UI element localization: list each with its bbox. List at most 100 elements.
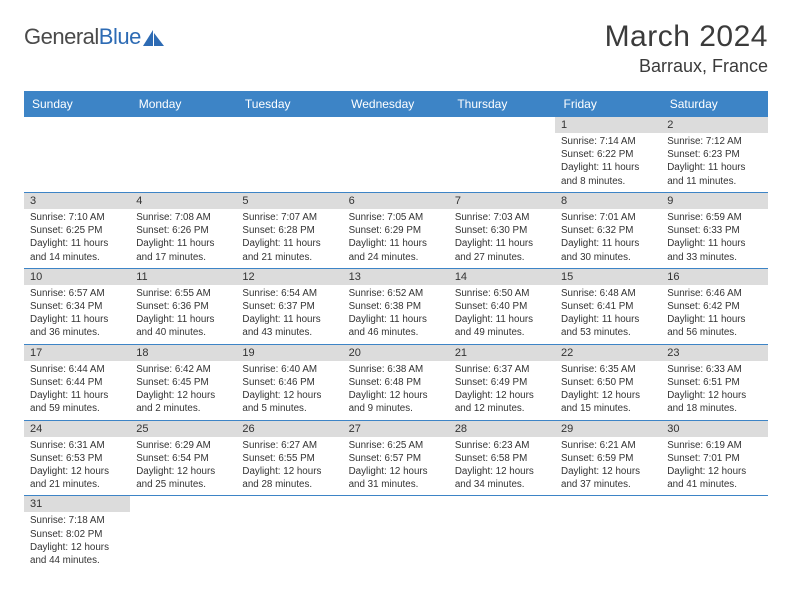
day-cell: 22Sunrise: 6:35 AMSunset: 6:50 PMDayligh…: [555, 344, 661, 420]
day-details: Sunrise: 6:31 AMSunset: 6:53 PMDaylight:…: [24, 437, 130, 496]
month-title: March 2024: [605, 20, 768, 54]
day-cell: 26Sunrise: 6:27 AMSunset: 6:55 PMDayligh…: [236, 420, 342, 496]
day-number: 19: [236, 345, 342, 361]
day-number: 8: [555, 193, 661, 209]
day-cell: 6Sunrise: 7:05 AMSunset: 6:29 PMDaylight…: [343, 192, 449, 268]
day-details: Sunrise: 7:12 AMSunset: 6:23 PMDaylight:…: [661, 133, 767, 192]
day-details: Sunrise: 6:25 AMSunset: 6:57 PMDaylight:…: [343, 437, 449, 496]
logo-sail-icon: [143, 30, 165, 46]
day-details: Sunrise: 7:08 AMSunset: 6:26 PMDaylight:…: [130, 209, 236, 268]
calendar-body: 1Sunrise: 7:14 AMSunset: 6:22 PMDaylight…: [24, 117, 768, 571]
day-number: 22: [555, 345, 661, 361]
day-details: Sunrise: 6:44 AMSunset: 6:44 PMDaylight:…: [24, 361, 130, 420]
day-cell: 2Sunrise: 7:12 AMSunset: 6:23 PMDaylight…: [661, 117, 767, 192]
day-cell: 23Sunrise: 6:33 AMSunset: 6:51 PMDayligh…: [661, 344, 767, 420]
day-number: 17: [24, 345, 130, 361]
logo-text-2: Blue: [99, 24, 141, 50]
empty-cell: [555, 496, 661, 571]
day-details: Sunrise: 6:46 AMSunset: 6:42 PMDaylight:…: [661, 285, 767, 344]
day-cell: 17Sunrise: 6:44 AMSunset: 6:44 PMDayligh…: [24, 344, 130, 420]
day-details: Sunrise: 6:48 AMSunset: 6:41 PMDaylight:…: [555, 285, 661, 344]
location: Barraux, France: [605, 56, 768, 77]
day-details: Sunrise: 6:57 AMSunset: 6:34 PMDaylight:…: [24, 285, 130, 344]
day-number: 27: [343, 421, 449, 437]
day-details: Sunrise: 7:05 AMSunset: 6:29 PMDaylight:…: [343, 209, 449, 268]
title-block: March 2024 Barraux, France: [605, 20, 768, 77]
calendar-week: 10Sunrise: 6:57 AMSunset: 6:34 PMDayligh…: [24, 268, 768, 344]
empty-cell: [449, 117, 555, 192]
logo: GeneralBlue: [24, 24, 165, 50]
day-cell: 4Sunrise: 7:08 AMSunset: 6:26 PMDaylight…: [130, 192, 236, 268]
day-details: Sunrise: 6:52 AMSunset: 6:38 PMDaylight:…: [343, 285, 449, 344]
day-number: 13: [343, 269, 449, 285]
weekday-header: Monday: [130, 91, 236, 117]
day-details: Sunrise: 7:07 AMSunset: 6:28 PMDaylight:…: [236, 209, 342, 268]
weekday-header: Tuesday: [236, 91, 342, 117]
day-details: Sunrise: 6:21 AMSunset: 6:59 PMDaylight:…: [555, 437, 661, 496]
day-cell: 11Sunrise: 6:55 AMSunset: 6:36 PMDayligh…: [130, 268, 236, 344]
day-details: Sunrise: 6:50 AMSunset: 6:40 PMDaylight:…: [449, 285, 555, 344]
empty-cell: [236, 117, 342, 192]
weekday-header: Saturday: [661, 91, 767, 117]
day-cell: 20Sunrise: 6:38 AMSunset: 6:48 PMDayligh…: [343, 344, 449, 420]
day-cell: 28Sunrise: 6:23 AMSunset: 6:58 PMDayligh…: [449, 420, 555, 496]
empty-cell: [236, 496, 342, 571]
day-number: 26: [236, 421, 342, 437]
day-details: Sunrise: 7:14 AMSunset: 6:22 PMDaylight:…: [555, 133, 661, 192]
day-number: 11: [130, 269, 236, 285]
day-cell: 9Sunrise: 6:59 AMSunset: 6:33 PMDaylight…: [661, 192, 767, 268]
day-cell: 12Sunrise: 6:54 AMSunset: 6:37 PMDayligh…: [236, 268, 342, 344]
empty-cell: [24, 117, 130, 192]
day-cell: 21Sunrise: 6:37 AMSunset: 6:49 PMDayligh…: [449, 344, 555, 420]
day-number: 3: [24, 193, 130, 209]
day-number: 31: [24, 496, 130, 512]
empty-cell: [661, 496, 767, 571]
day-details: Sunrise: 7:01 AMSunset: 6:32 PMDaylight:…: [555, 209, 661, 268]
calendar-table: SundayMondayTuesdayWednesdayThursdayFrid…: [24, 91, 768, 571]
empty-cell: [449, 496, 555, 571]
day-cell: 29Sunrise: 6:21 AMSunset: 6:59 PMDayligh…: [555, 420, 661, 496]
day-number: 20: [343, 345, 449, 361]
day-number: 30: [661, 421, 767, 437]
day-cell: 18Sunrise: 6:42 AMSunset: 6:45 PMDayligh…: [130, 344, 236, 420]
day-number: 23: [661, 345, 767, 361]
day-details: Sunrise: 6:55 AMSunset: 6:36 PMDaylight:…: [130, 285, 236, 344]
empty-cell: [343, 496, 449, 571]
day-number: 24: [24, 421, 130, 437]
day-number: 28: [449, 421, 555, 437]
day-details: Sunrise: 7:03 AMSunset: 6:30 PMDaylight:…: [449, 209, 555, 268]
day-cell: 7Sunrise: 7:03 AMSunset: 6:30 PMDaylight…: [449, 192, 555, 268]
day-number: 4: [130, 193, 236, 209]
day-number: 14: [449, 269, 555, 285]
day-details: Sunrise: 6:29 AMSunset: 6:54 PMDaylight:…: [130, 437, 236, 496]
day-details: Sunrise: 6:35 AMSunset: 6:50 PMDaylight:…: [555, 361, 661, 420]
day-cell: 30Sunrise: 6:19 AMSunset: 7:01 PMDayligh…: [661, 420, 767, 496]
day-details: Sunrise: 6:23 AMSunset: 6:58 PMDaylight:…: [449, 437, 555, 496]
calendar-week: 17Sunrise: 6:44 AMSunset: 6:44 PMDayligh…: [24, 344, 768, 420]
day-number: 12: [236, 269, 342, 285]
empty-cell: [343, 117, 449, 192]
day-cell: 25Sunrise: 6:29 AMSunset: 6:54 PMDayligh…: [130, 420, 236, 496]
day-cell: 31Sunrise: 7:18 AMSunset: 8:02 PMDayligh…: [24, 496, 130, 571]
day-details: Sunrise: 6:33 AMSunset: 6:51 PMDaylight:…: [661, 361, 767, 420]
day-cell: 10Sunrise: 6:57 AMSunset: 6:34 PMDayligh…: [24, 268, 130, 344]
weekday-header: Sunday: [24, 91, 130, 117]
day-cell: 24Sunrise: 6:31 AMSunset: 6:53 PMDayligh…: [24, 420, 130, 496]
day-cell: 8Sunrise: 7:01 AMSunset: 6:32 PMDaylight…: [555, 192, 661, 268]
day-number: 5: [236, 193, 342, 209]
weekday-header: Friday: [555, 91, 661, 117]
calendar-head: SundayMondayTuesdayWednesdayThursdayFrid…: [24, 91, 768, 117]
day-details: Sunrise: 6:37 AMSunset: 6:49 PMDaylight:…: [449, 361, 555, 420]
day-details: Sunrise: 6:27 AMSunset: 6:55 PMDaylight:…: [236, 437, 342, 496]
day-cell: 5Sunrise: 7:07 AMSunset: 6:28 PMDaylight…: [236, 192, 342, 268]
day-details: Sunrise: 6:19 AMSunset: 7:01 PMDaylight:…: [661, 437, 767, 496]
day-number: 10: [24, 269, 130, 285]
day-cell: 13Sunrise: 6:52 AMSunset: 6:38 PMDayligh…: [343, 268, 449, 344]
day-cell: 16Sunrise: 6:46 AMSunset: 6:42 PMDayligh…: [661, 268, 767, 344]
day-details: Sunrise: 6:42 AMSunset: 6:45 PMDaylight:…: [130, 361, 236, 420]
day-cell: 3Sunrise: 7:10 AMSunset: 6:25 PMDaylight…: [24, 192, 130, 268]
day-number: 16: [661, 269, 767, 285]
empty-cell: [130, 496, 236, 571]
weekday-header: Thursday: [449, 91, 555, 117]
logo-text-1: General: [24, 24, 99, 50]
